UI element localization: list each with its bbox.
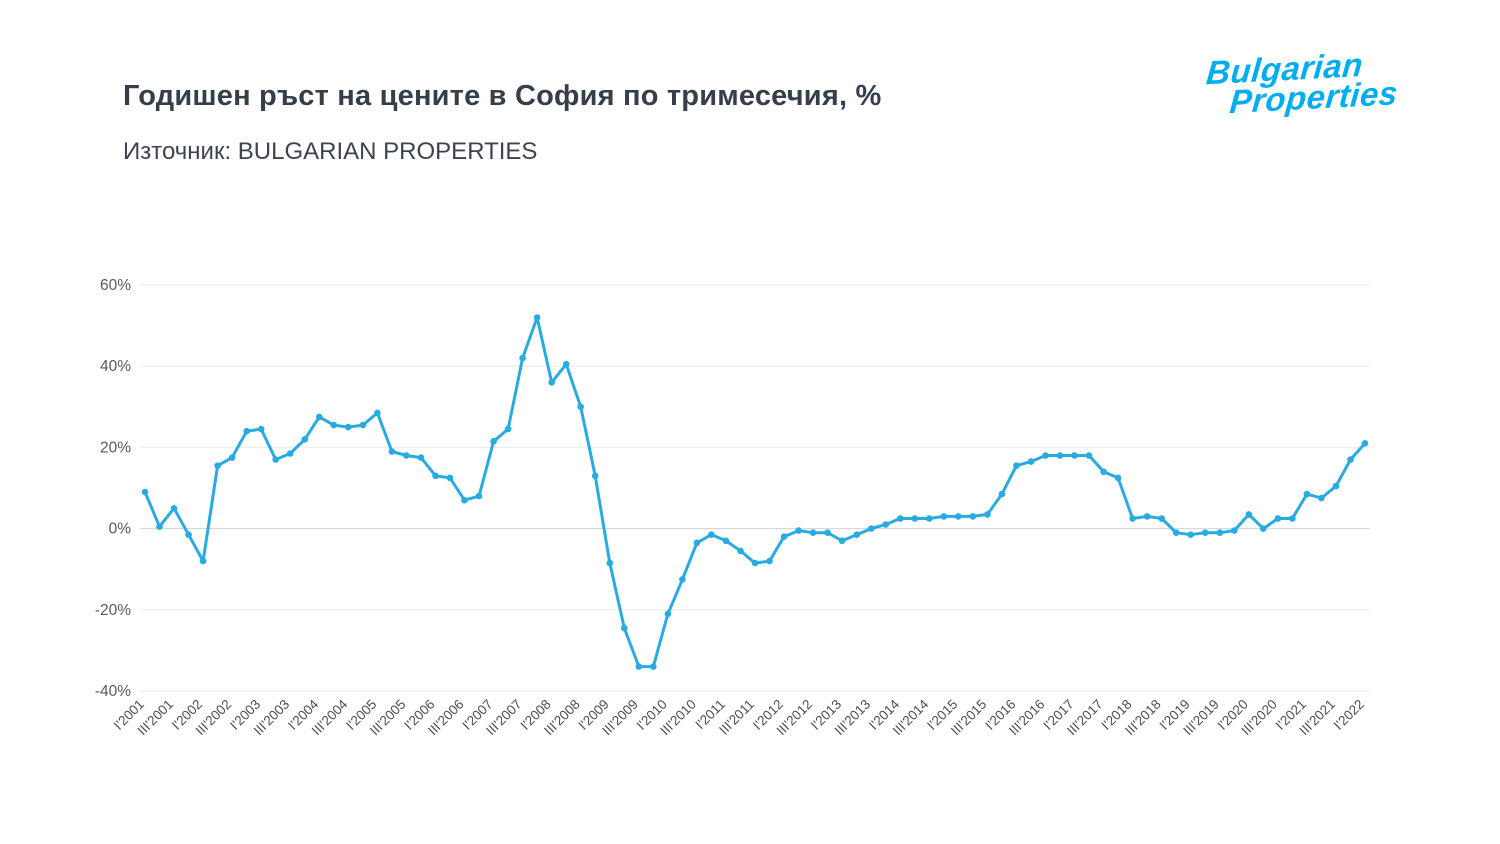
y-tick-label: 20% [100,439,131,456]
data-point [548,379,555,386]
series-line [143,316,1367,669]
data-point [1318,494,1325,502]
data-point [1027,458,1035,465]
data-point [461,496,468,504]
data-point [359,421,367,429]
data-point [780,533,788,540]
data-point [504,425,512,433]
data-point [1361,440,1369,447]
data-point [1289,515,1296,522]
data-point [170,505,178,512]
data-point [1071,452,1078,459]
data-point [751,559,759,567]
data-point [926,515,933,522]
data-point [214,462,221,470]
chart-title: Годишен ръст на цените в София по тримес… [123,80,882,112]
data-point [737,547,744,555]
data-point [809,529,817,536]
data-point [301,436,309,443]
data-point [635,663,643,670]
data-point [1201,529,1209,536]
data-point [882,521,889,528]
data-point [896,515,904,522]
data-point [432,472,439,480]
data-point [199,557,207,565]
data-point [1085,452,1093,459]
data-point [1187,531,1194,538]
data-point [272,456,280,463]
data-point [650,663,657,670]
data-point [911,515,919,522]
data-point [243,427,250,435]
data-point [969,513,977,520]
data-point [1245,511,1253,518]
data-point [664,610,672,618]
x-tick-label: I'2022 [1331,697,1367,733]
data-point [1100,468,1107,476]
data-point [766,557,773,565]
data-point [853,531,860,538]
data-point [940,513,948,520]
data-point [1260,525,1267,532]
data-point [156,523,163,530]
data-point [519,354,526,362]
data-point [403,452,410,459]
chart-source: Източник: BULGARIAN PROPERTIES [123,138,538,165]
data-point [257,425,265,433]
data-point [955,513,962,520]
data-point [286,450,294,457]
data-point [1114,474,1122,482]
y-tick-label: 0% [109,521,132,538]
data-point [1172,529,1180,536]
data-point [388,448,396,455]
data-point [679,576,686,583]
y-tick-label: 40% [100,358,131,375]
data-point [606,559,614,567]
data-point [1056,452,1064,459]
data-point [1303,490,1311,498]
data-point [1158,515,1165,522]
data-point [141,488,149,496]
data-point [1143,513,1151,520]
data-point [998,490,1006,498]
data-point [330,421,338,429]
data-point [795,527,802,534]
data-point [490,438,497,445]
data-point [446,474,454,482]
data-point [722,537,730,545]
data-point [867,525,875,532]
data-point [345,423,352,431]
data-point [577,403,584,411]
data-point [475,492,483,500]
data-point [1013,462,1020,470]
data-point [708,531,715,538]
y-tick-label: -40% [95,683,131,700]
y-tick-label: 60% [100,277,131,294]
data-point [824,529,831,536]
data-point [838,537,846,545]
data-point [1347,456,1354,463]
data-point [984,511,991,518]
data-point [1129,515,1136,522]
data-point [316,413,323,421]
data-point [228,454,236,461]
data-point [1274,515,1282,522]
data-point [1231,527,1238,534]
data-point [1332,482,1340,490]
data-point [533,314,541,321]
data-point [591,472,599,480]
data-point [621,624,628,632]
data-point [185,531,192,538]
data-point [1216,529,1224,536]
y-tick-label: -20% [95,602,131,619]
data-point [562,360,570,368]
data-point [374,409,381,417]
data-point [417,454,425,461]
data-point [1042,452,1049,459]
data-point [693,539,701,547]
